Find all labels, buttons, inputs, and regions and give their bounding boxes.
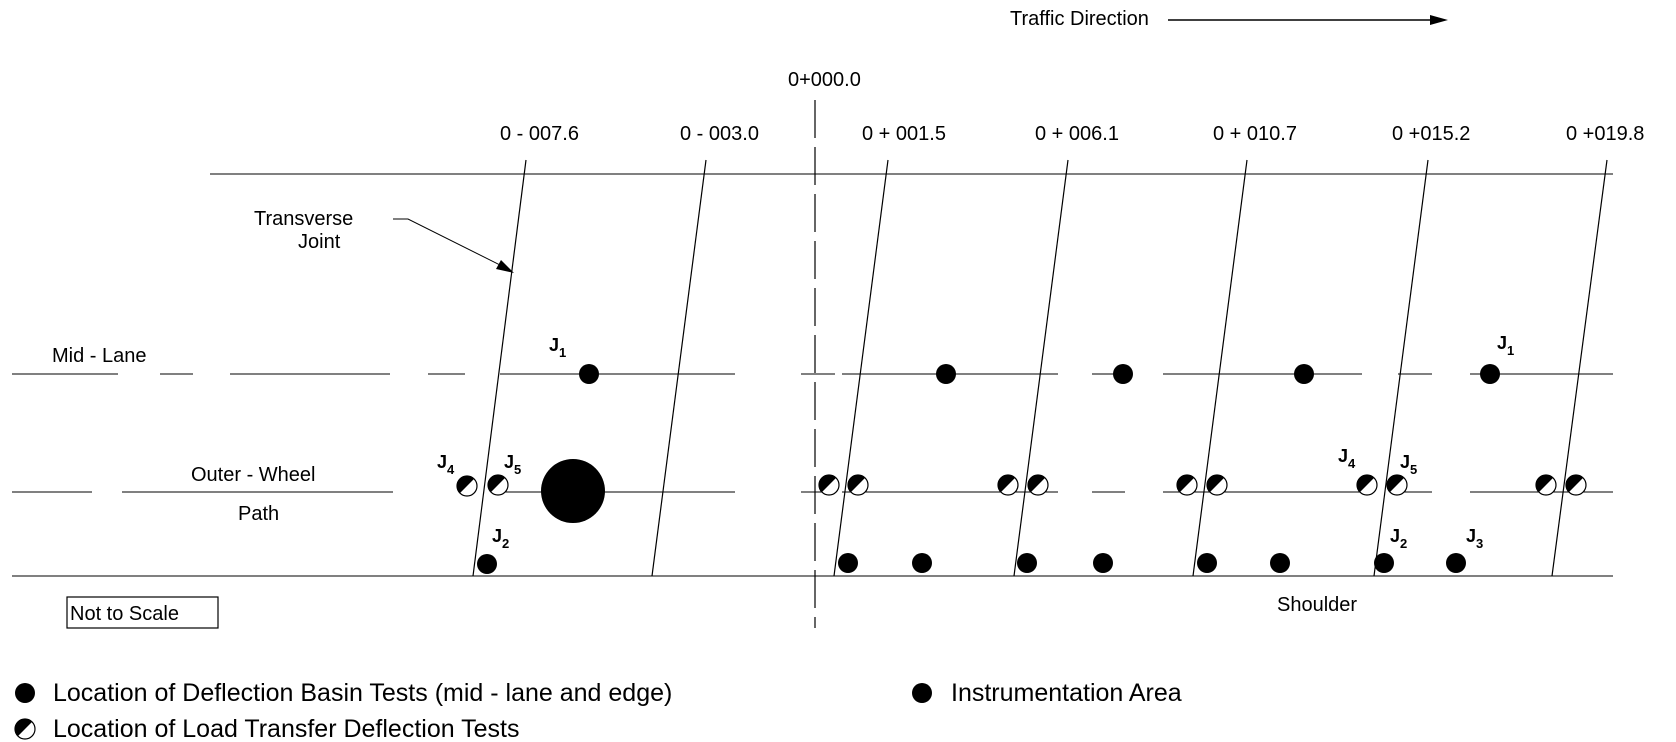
deflection-basin-test-point — [1197, 553, 1217, 573]
load-transfer-test-point — [1176, 474, 1198, 496]
joint-label-j5: J5 — [1400, 452, 1417, 477]
legend-deflection-basin-symbol — [15, 683, 35, 703]
shoulder-label: Shoulder — [1277, 594, 1357, 616]
transverse-joint-line — [1013, 159, 1069, 577]
joint-label-j2: J2 — [492, 526, 509, 551]
station-label: 0 - 007.6 — [500, 123, 579, 145]
transverse-joint-line — [833, 159, 889, 577]
station-label: 0 + 010.7 — [1213, 123, 1297, 145]
transverse-joint-line — [1551, 159, 1608, 577]
legend: Location of Deflection Basin Tests (mid … — [14, 679, 1182, 742]
transverse-joint-line — [1192, 159, 1248, 577]
load-transfer-test-point — [1565, 474, 1587, 496]
deflection-basin-test-point — [838, 553, 858, 573]
joint-labels: J1 J1 J4 J5 J2 J4 J5 J2 J3 — [437, 333, 1514, 551]
mid-lane-test-points — [579, 364, 1500, 384]
outer-wheel-path-label-line1: Outer - Wheel — [191, 464, 315, 486]
load-transfer-test-point — [487, 474, 509, 496]
load-transfer-test-point — [1356, 474, 1378, 496]
station-label: 0 +015.2 — [1392, 123, 1470, 145]
load-transfer-test-points — [456, 474, 1587, 497]
deflection-basin-test-point — [1270, 553, 1290, 573]
deflection-basin-test-point — [1113, 364, 1133, 384]
legend-load-transfer-text: Location of Load Transfer Deflection Tes… — [53, 715, 519, 742]
outer-wheel-path-label-line2: Path — [238, 503, 279, 525]
deflection-basin-test-point — [936, 364, 956, 384]
load-transfer-test-point — [847, 474, 869, 496]
transverse-joint-line — [651, 159, 707, 577]
legend-deflection-basin-text: Location of Deflection Basin Tests (mid … — [53, 679, 672, 707]
legend-instrumentation-symbol — [912, 683, 932, 703]
station-label: 0 + 001.5 — [862, 123, 946, 145]
traffic-direction-arrow — [1168, 15, 1448, 25]
transverse-joint-label-line2: Joint — [298, 231, 341, 253]
mid-lane-label: Mid - Lane — [52, 345, 147, 367]
station-label: 0 +019.8 — [1566, 123, 1644, 145]
edge-test-points — [477, 553, 1466, 574]
load-transfer-test-point — [1027, 474, 1049, 496]
station-labels: 0 - 007.6 0 - 003.0 0 + 001.5 0 + 006.1 … — [500, 123, 1644, 145]
joint-label-j1: J1 — [1497, 333, 1514, 358]
deflection-basin-test-point — [1480, 364, 1500, 384]
load-transfer-test-point — [818, 474, 840, 496]
load-transfer-test-point — [1206, 474, 1228, 496]
legend-load-transfer-symbol — [14, 718, 36, 740]
load-transfer-test-point — [997, 474, 1019, 496]
deflection-basin-test-point — [1093, 553, 1113, 573]
deflection-basin-test-point — [1294, 364, 1314, 384]
joint-label-j2: J2 — [1390, 526, 1407, 551]
deflection-basin-test-point — [912, 553, 932, 573]
not-to-scale-label: Not to Scale — [70, 603, 179, 625]
legend-instrumentation-text: Instrumentation Area — [951, 679, 1182, 707]
load-transfer-test-point — [456, 475, 478, 497]
deflection-basin-test-point — [1374, 553, 1394, 573]
joint-label-j3: J3 — [1466, 526, 1483, 551]
deflection-basin-test-point — [579, 364, 599, 384]
load-transfer-test-point — [1386, 474, 1408, 496]
transverse-joints — [472, 159, 1608, 577]
joint-label-j4: J4 — [1338, 446, 1356, 471]
deflection-basin-test-point — [477, 554, 497, 574]
origin-station-label: 0+000.0 — [788, 69, 861, 91]
joint-label-j1: J1 — [549, 335, 566, 360]
station-label: 0 + 006.1 — [1035, 123, 1119, 145]
transverse-joint-leader-arrow — [393, 218, 514, 273]
transverse-joint-line — [1373, 159, 1429, 577]
deflection-basin-test-point — [1017, 553, 1037, 573]
joint-label-j4: J4 — [437, 452, 455, 477]
traffic-direction-label: Traffic Direction — [1010, 8, 1149, 30]
deflection-basin-test-point — [1446, 553, 1466, 573]
transverse-joint-line — [472, 159, 527, 577]
not-to-scale-box — [66, 596, 219, 629]
station-label: 0 - 003.0 — [680, 123, 759, 145]
joint-label-j5: J5 — [504, 452, 521, 477]
load-transfer-test-point — [1535, 474, 1557, 496]
transverse-joint-label-line1: Transverse — [254, 208, 353, 230]
instrumentation-area — [541, 459, 605, 523]
